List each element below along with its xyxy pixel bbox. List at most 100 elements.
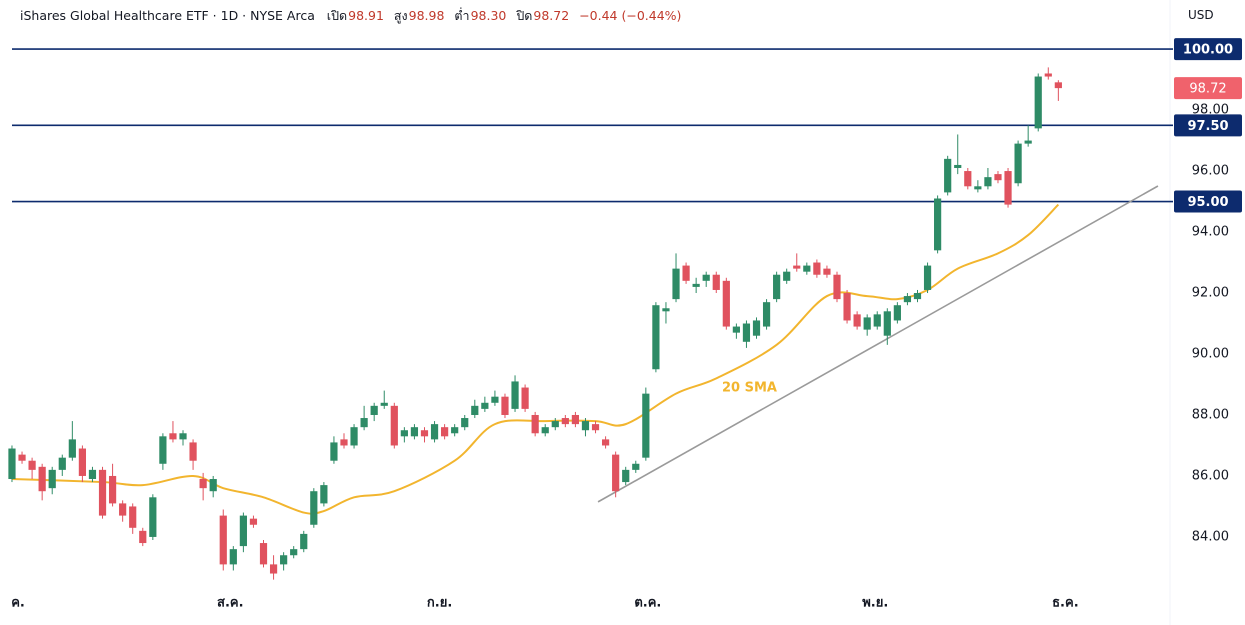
candle-body xyxy=(219,515,227,565)
candle-body xyxy=(561,418,569,425)
candle-body xyxy=(501,396,509,415)
level-label: 100.00 xyxy=(1183,43,1233,58)
candle-body xyxy=(310,491,318,525)
ohlc-label: เปิด xyxy=(326,8,348,23)
candle-body xyxy=(511,381,519,409)
candle-body xyxy=(662,308,670,312)
level-label: 97.50 xyxy=(1187,119,1228,134)
candle-body xyxy=(229,549,237,565)
candle-body xyxy=(119,503,127,516)
candle-body xyxy=(139,530,147,544)
y-tick-label: 94.00 xyxy=(1192,225,1229,240)
candle-body xyxy=(410,427,419,437)
candle-body xyxy=(903,296,912,303)
candle-body xyxy=(944,158,952,193)
candle-body xyxy=(169,433,177,440)
price-change: −0.44 (−0.44%) xyxy=(579,8,682,23)
candle-body xyxy=(330,442,338,461)
ohlc-value: 98.98 xyxy=(408,8,445,23)
candle-body xyxy=(1014,143,1022,184)
candle-body xyxy=(280,555,288,565)
candle-body xyxy=(18,454,26,461)
candle-body xyxy=(340,439,348,446)
y-tick-label: 84.00 xyxy=(1192,529,1229,544)
candle-body xyxy=(320,485,328,504)
candle-body xyxy=(88,469,97,480)
candle-body xyxy=(108,475,117,504)
candle-body xyxy=(239,515,247,547)
candle-body xyxy=(612,454,620,492)
candle-body xyxy=(149,497,157,537)
candle-body xyxy=(38,466,46,492)
x-tick-label: ส.ค. xyxy=(217,596,244,611)
sma-label: 20 SMA xyxy=(722,381,777,396)
candle-body xyxy=(1044,73,1052,77)
candle-body xyxy=(400,430,408,437)
candle-body xyxy=(521,387,529,409)
candle-body xyxy=(430,424,439,440)
candle-body xyxy=(994,174,1002,181)
candle-body xyxy=(601,439,610,446)
candle-body xyxy=(863,317,871,330)
y-tick-label: 86.00 xyxy=(1192,468,1229,483)
candle-body xyxy=(712,274,720,290)
x-tick-label: ธ.ค. xyxy=(1052,596,1079,611)
candle-body xyxy=(632,463,640,470)
candle-body xyxy=(682,265,690,281)
candle-body xyxy=(692,283,700,287)
candle-body xyxy=(742,323,751,342)
x-tick-label: ก.ย. xyxy=(427,596,452,611)
candle-body xyxy=(8,448,16,480)
candle-body xyxy=(773,274,781,300)
candle-body xyxy=(420,430,429,437)
ohlc-label: ปิด xyxy=(516,8,533,23)
candle-body xyxy=(48,469,56,489)
trendline xyxy=(597,185,1159,503)
candle-body xyxy=(179,433,187,440)
candle-body xyxy=(622,469,630,483)
candle-body xyxy=(259,543,268,565)
candle-body xyxy=(954,164,962,169)
candle-body xyxy=(642,393,650,458)
candle-body xyxy=(793,265,801,269)
candle-body xyxy=(934,198,942,251)
level-label: 95.00 xyxy=(1187,195,1228,210)
candle-body xyxy=(380,402,388,406)
candle-body xyxy=(783,271,791,281)
level-label-box xyxy=(1174,190,1242,213)
candle-body xyxy=(752,320,761,336)
x-tick-label: พ.ย. xyxy=(862,596,888,611)
candle-body xyxy=(813,262,821,275)
candle-body xyxy=(451,427,459,434)
candle-body xyxy=(964,171,972,187)
candle-body xyxy=(803,265,811,272)
sma-line xyxy=(11,203,1060,515)
candle-body xyxy=(441,427,449,437)
candle-body xyxy=(923,265,932,290)
candle-body xyxy=(702,274,710,281)
candle-body xyxy=(571,414,580,425)
candle-body xyxy=(531,414,539,434)
candle-body xyxy=(491,396,499,403)
candle-body xyxy=(732,326,740,333)
last-price-box xyxy=(1174,77,1242,100)
ohlc-value: 98.72 xyxy=(533,8,570,23)
y-tick-label: 98.00 xyxy=(1192,103,1229,118)
candle-body xyxy=(581,421,590,431)
currency[interactable]: USD xyxy=(1188,8,1214,22)
candle-body xyxy=(28,460,36,470)
candle-body xyxy=(823,268,831,275)
candle-body xyxy=(984,177,992,187)
candle-body xyxy=(551,421,559,428)
candle-body xyxy=(300,533,308,550)
y-tick-label: 90.00 xyxy=(1192,347,1229,362)
candle-body xyxy=(461,418,469,428)
candle-body xyxy=(974,186,982,190)
candle-body xyxy=(189,442,197,461)
candle-body xyxy=(68,439,76,458)
level-label-box xyxy=(1174,114,1242,137)
candle-body xyxy=(249,518,258,525)
candle-body xyxy=(883,311,891,336)
ohlc-value: 98.91 xyxy=(348,8,384,23)
